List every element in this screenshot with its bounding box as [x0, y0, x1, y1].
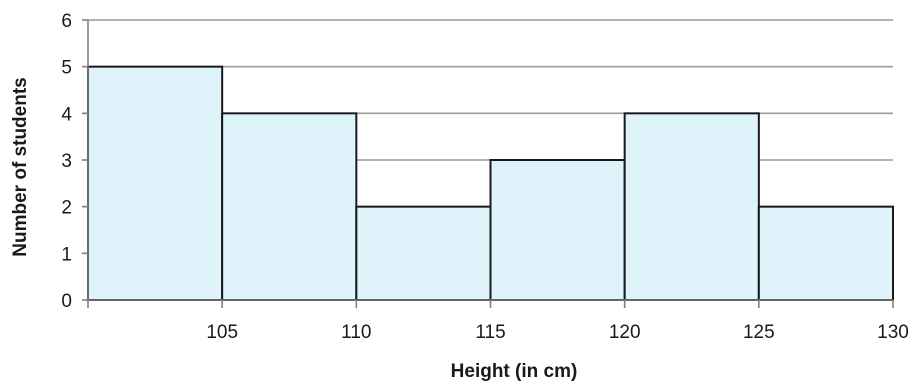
bar-115-120	[489, 159, 626, 301]
x-tick-label-125: 125	[743, 322, 775, 343]
bars	[87, 65, 894, 302]
axes	[82, 19, 894, 308]
x-tick-label-105: 105	[206, 322, 238, 343]
x-tick-label-110: 110	[341, 322, 371, 343]
bar-110-115	[355, 205, 492, 302]
y-axis-title: Number of students	[10, 77, 31, 256]
y-tick-label-2: 2	[61, 198, 72, 219]
x-tick-label-115: 115	[475, 322, 505, 343]
y-tick-label-6: 6	[61, 11, 72, 32]
bar-100-105	[87, 65, 224, 301]
x-tick-label-130: 130	[877, 322, 909, 343]
x-tick-label-120: 120	[609, 322, 641, 343]
tick-labels: 0 1 2 3 4 5 6 105 110 115 120 125 130	[61, 11, 908, 343]
y-tick-label-0: 0	[61, 291, 72, 312]
y-tick-label-5: 5	[61, 58, 72, 79]
bar-105-110	[221, 112, 358, 302]
x-axis-title: Height (in cm)	[451, 361, 578, 382]
y-tick-label-1: 1	[61, 244, 72, 265]
bar-120-125	[623, 112, 760, 302]
bar-125-130	[757, 205, 894, 302]
y-tick-label-3: 3	[61, 151, 72, 172]
y-tick-label-4: 4	[61, 104, 72, 125]
